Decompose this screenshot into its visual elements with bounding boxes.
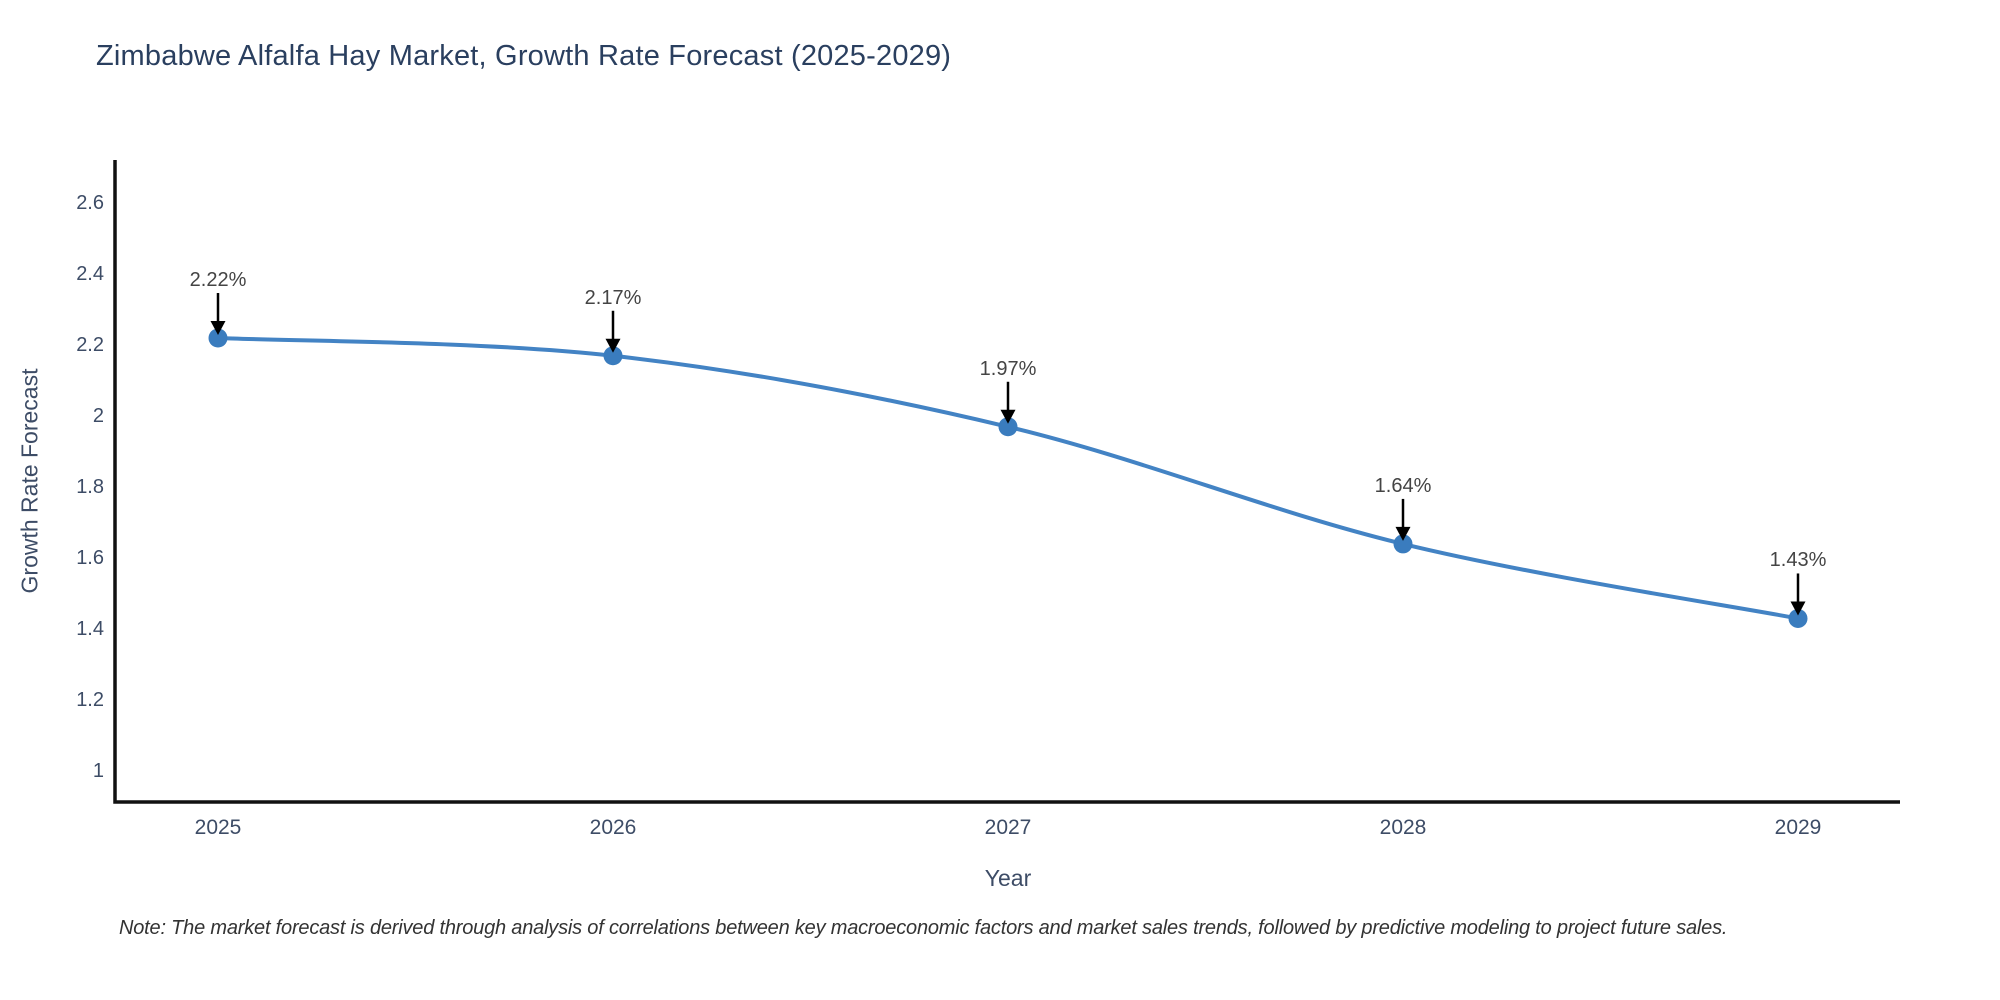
y-axis-title: Growth Rate Forecast bbox=[16, 368, 43, 594]
data-point-marker bbox=[998, 417, 1018, 437]
y-tick-label: 2.2 bbox=[76, 334, 104, 357]
chart-title: Zimbabwe Alfalfa Hay Market, Growth Rate… bbox=[96, 40, 952, 72]
x-tick-label: 2029 bbox=[1774, 816, 1822, 839]
axis-lines bbox=[113, 160, 1900, 804]
y-tick-label: 1 bbox=[92, 760, 104, 783]
y-tick-label: 1.6 bbox=[76, 547, 104, 570]
x-tick-label: 2027 bbox=[984, 816, 1032, 839]
annotation-arrowhead bbox=[1395, 526, 1411, 541]
annotation-arrowhead bbox=[210, 321, 226, 336]
x-tick-label: 2025 bbox=[194, 816, 242, 839]
annotation-arrowhead bbox=[1790, 601, 1806, 616]
data-point-label: 1.97% bbox=[979, 357, 1037, 380]
data-point-marker bbox=[603, 346, 623, 366]
data-point-marker bbox=[208, 328, 228, 348]
y-tick-label: 2.4 bbox=[76, 263, 104, 286]
data-point-label: 2.17% bbox=[584, 286, 642, 309]
annotation-arrowhead bbox=[605, 338, 621, 353]
data-point-marker bbox=[1788, 608, 1808, 628]
annotation-arrowhead bbox=[1000, 409, 1016, 424]
y-tick-label: 1.8 bbox=[76, 476, 104, 499]
x-tick-label: 2028 bbox=[1379, 816, 1427, 839]
y-tick-label: 2 bbox=[92, 405, 104, 428]
x-axis-title: Year bbox=[984, 865, 1032, 891]
x-tick-label: 2026 bbox=[589, 816, 637, 839]
data-point-label: 1.43% bbox=[1769, 549, 1827, 572]
data-point-label: 2.22% bbox=[189, 269, 247, 291]
data-point-label: 1.64% bbox=[1374, 474, 1432, 497]
y-tick-label: 1.4 bbox=[76, 618, 104, 641]
footnote: Note: The market forecast is derived thr… bbox=[119, 917, 1728, 939]
y-tick-label: 1.2 bbox=[76, 689, 104, 712]
y-tick-label: 2.6 bbox=[76, 192, 104, 215]
data-point-marker bbox=[1393, 534, 1413, 554]
